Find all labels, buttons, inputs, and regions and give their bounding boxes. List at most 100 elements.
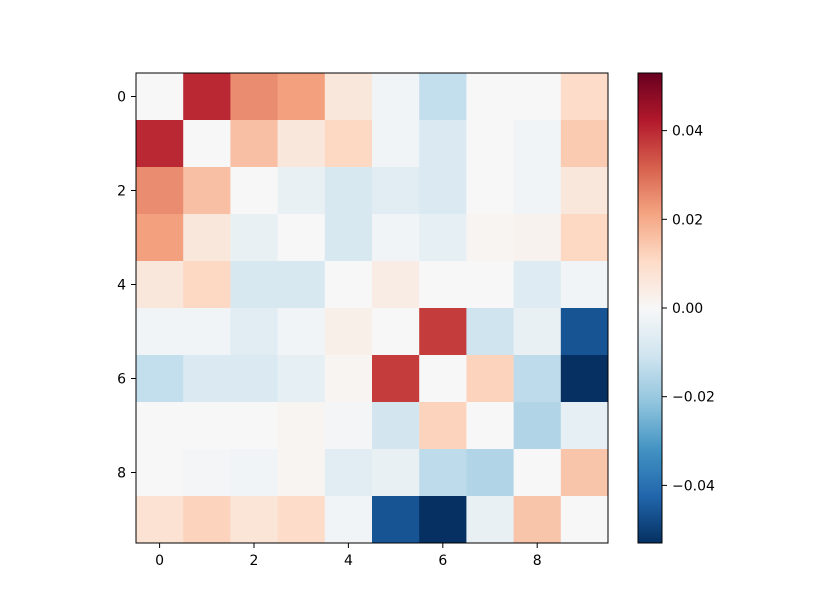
heatmap-cell-7-2 xyxy=(230,402,279,450)
heatmap-cell-4-8 xyxy=(513,261,562,309)
heatmap-cell-3-4 xyxy=(324,214,373,262)
heatmap-cell-3-5 xyxy=(372,214,420,262)
heatmap-cell-0-1 xyxy=(183,73,231,121)
plot-frame xyxy=(135,72,609,544)
heatmap-cell-5-7 xyxy=(466,308,515,356)
colorbar-tick-label: 0.02 xyxy=(672,212,703,228)
x-tick-label: 4 xyxy=(344,553,353,569)
heatmap-cell-8-8 xyxy=(513,449,562,497)
heatmap-cell-2-8 xyxy=(513,167,562,215)
heatmap-cell-5-4 xyxy=(324,308,373,356)
heatmap-cell-6-0 xyxy=(136,355,184,403)
heatmap-cell-8-6 xyxy=(419,449,467,497)
heatmap-cell-2-3 xyxy=(277,167,326,215)
heatmap-cell-0-6 xyxy=(419,73,467,121)
heatmap-cell-2-4 xyxy=(324,167,373,215)
y-axis: 0 2 4 6 8 xyxy=(117,90,136,482)
heatmap-cell-0-9 xyxy=(560,73,609,121)
heatmap-cell-9-5 xyxy=(372,496,420,544)
heatmap-cell-0-7 xyxy=(466,73,515,121)
colorbar xyxy=(637,72,663,544)
heatmap-cell-5-3 xyxy=(277,308,326,356)
heatmap-cell-3-0 xyxy=(136,214,184,262)
y-tick-label: 2 xyxy=(117,184,126,200)
x-tick-label: 8 xyxy=(533,553,542,569)
heatmap-cell-0-3 xyxy=(277,73,326,121)
heatmap-cell-2-5 xyxy=(372,167,420,215)
heatmap-cell-2-2 xyxy=(230,167,279,215)
x-tick-label: 6 xyxy=(438,553,447,569)
heatmap-cells xyxy=(136,73,609,544)
heatmap-cell-1-2 xyxy=(230,120,279,168)
heatmap-cell-9-8 xyxy=(513,496,562,544)
heatmap-cell-7-8 xyxy=(513,402,562,450)
heatmap-cell-8-9 xyxy=(560,449,609,497)
heatmap-cell-0-0 xyxy=(136,73,184,121)
heatmap-cell-2-7 xyxy=(466,167,515,215)
heatmap-cell-5-5 xyxy=(372,308,420,356)
x-tick-label: 2 xyxy=(250,553,259,569)
heatmap-cell-1-1 xyxy=(183,120,231,168)
heatmap-cell-0-5 xyxy=(372,73,420,121)
heatmap-cell-1-9 xyxy=(560,120,609,168)
heatmap-cell-7-0 xyxy=(136,402,184,450)
heatmap-cell-9-1 xyxy=(183,496,231,544)
heatmap-cell-6-9 xyxy=(560,355,609,403)
colorbar-tick-label: −0.04 xyxy=(672,478,715,494)
heatmap-cell-2-6 xyxy=(419,167,467,215)
heatmap-cell-9-0 xyxy=(136,496,184,544)
heatmap-cell-3-1 xyxy=(183,214,231,262)
heatmap-cell-3-6 xyxy=(419,214,467,262)
heatmap-cell-3-2 xyxy=(230,214,279,262)
colorbar-axis: −0.04 −0.02 0.00 0.02 0.04 xyxy=(662,124,715,494)
x-axis: 0 2 4 6 8 xyxy=(155,543,542,569)
heatmap-cell-6-3 xyxy=(277,355,326,403)
heatmap-cell-1-8 xyxy=(513,120,562,168)
heatmap-cell-8-5 xyxy=(372,449,420,497)
heatmap-cell-4-6 xyxy=(419,261,467,309)
heatmap-cell-8-4 xyxy=(324,449,373,497)
heatmap-cell-2-1 xyxy=(183,167,231,215)
heatmap-cell-8-1 xyxy=(183,449,231,497)
heatmap-cell-9-9 xyxy=(560,496,609,544)
heatmap-cell-4-1 xyxy=(183,261,231,309)
heatmap-cell-5-8 xyxy=(513,308,562,356)
heatmap-cell-1-4 xyxy=(324,120,373,168)
heatmap-cell-6-2 xyxy=(230,355,279,403)
heatmap-cell-1-5 xyxy=(372,120,420,168)
heatmap-cell-5-6 xyxy=(419,308,467,356)
heatmap-cell-4-3 xyxy=(277,261,326,309)
colorbar-tick-label: −0.02 xyxy=(672,390,715,406)
heatmap-cell-1-0 xyxy=(136,120,184,168)
heatmap-cell-7-6 xyxy=(419,402,467,450)
heatmap-cell-6-7 xyxy=(466,355,515,403)
heatmap-cell-7-1 xyxy=(183,402,231,450)
heatmap-cell-1-6 xyxy=(419,120,467,168)
heatmap-cell-4-7 xyxy=(466,261,515,309)
heatmap-cell-6-1 xyxy=(183,355,231,403)
heatmap-cell-9-6 xyxy=(419,496,467,544)
colorbar-tick-label: 0.00 xyxy=(672,301,703,317)
heatmap-cell-5-9 xyxy=(560,308,609,356)
heatmap-cell-3-7 xyxy=(466,214,515,262)
heatmap-cell-6-4 xyxy=(324,355,373,403)
heatmap-cell-4-4 xyxy=(324,261,373,309)
heatmap-cell-4-9 xyxy=(560,261,609,309)
heatmap-cell-8-3 xyxy=(277,449,326,497)
heatmap-cell-0-4 xyxy=(324,73,373,121)
heatmap-cell-1-3 xyxy=(277,120,326,168)
heatmap-cell-7-7 xyxy=(466,402,515,450)
y-tick-label: 4 xyxy=(117,278,126,294)
heatmap-cell-1-7 xyxy=(466,120,515,168)
heatmap-cell-4-0 xyxy=(136,261,184,309)
heatmap-cell-5-0 xyxy=(136,308,184,356)
heatmap-cell-9-4 xyxy=(324,496,373,544)
heatmap-cell-6-5 xyxy=(372,355,420,403)
heatmap-cell-8-2 xyxy=(230,449,279,497)
heatmap-cell-7-9 xyxy=(560,402,609,450)
heatmap-cell-7-5 xyxy=(372,402,420,450)
heatmap-cell-3-9 xyxy=(560,214,609,262)
heatmap-cell-6-8 xyxy=(513,355,562,403)
heatmap-cell-4-5 xyxy=(372,261,420,309)
